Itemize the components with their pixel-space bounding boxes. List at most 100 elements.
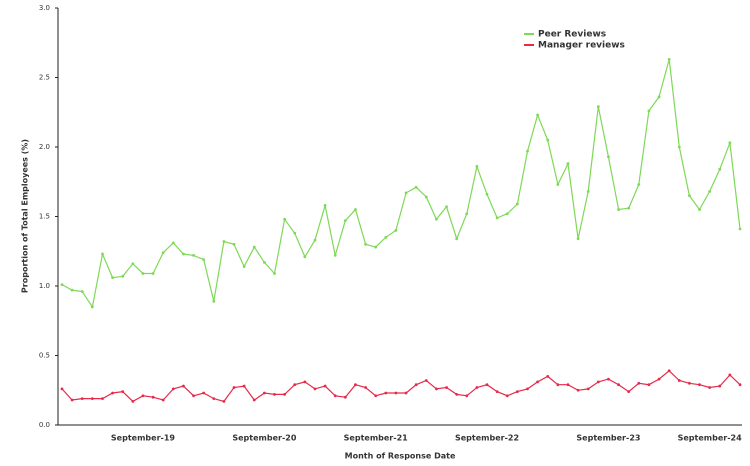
point: [343, 219, 347, 223]
point: [293, 231, 297, 235]
point: [667, 369, 671, 373]
point: [313, 387, 317, 391]
y-tick-label: 3.0: [39, 4, 50, 12]
point: [141, 394, 145, 398]
point: [728, 141, 732, 145]
point: [70, 288, 74, 292]
y-tick-label: 2.5: [39, 74, 50, 82]
x-tick-label: September-19: [111, 434, 175, 443]
y-tick-label: 0.5: [39, 352, 50, 360]
y-tick-label: 1.5: [39, 213, 50, 221]
point: [242, 384, 246, 388]
legend-label: Manager reviews: [538, 41, 625, 51]
point: [80, 290, 84, 293]
point: [404, 191, 408, 195]
point: [465, 212, 469, 216]
point: [596, 105, 600, 109]
point: [485, 383, 489, 387]
point: [596, 380, 600, 384]
point: [718, 167, 722, 171]
point: [273, 393, 276, 396]
point: [283, 393, 287, 396]
point: [384, 391, 388, 395]
point: [607, 377, 610, 381]
point: [475, 386, 479, 389]
point: [101, 252, 104, 256]
point: [384, 235, 388, 239]
point: [435, 387, 438, 391]
point: [515, 390, 519, 394]
y-axis-title: Proportion of Total Employees (%): [21, 139, 30, 293]
point: [252, 245, 256, 249]
point: [171, 241, 175, 245]
point: [485, 192, 489, 196]
point: [273, 272, 276, 275]
point: [232, 386, 236, 389]
point: [141, 272, 145, 275]
point: [313, 238, 317, 242]
point: [121, 274, 125, 278]
point: [90, 397, 94, 400]
point: [323, 384, 327, 388]
point: [576, 237, 580, 241]
point: [212, 299, 216, 303]
point: [698, 208, 701, 211]
point: [435, 217, 438, 221]
point: [505, 212, 509, 216]
point: [698, 383, 701, 387]
point: [182, 252, 185, 256]
point: [526, 149, 529, 153]
series-line: [61, 369, 741, 403]
point: [546, 138, 550, 142]
point: [111, 391, 114, 395]
point: [627, 206, 631, 210]
x-tick-label: September-21: [344, 434, 408, 443]
point: [101, 397, 104, 400]
point: [70, 398, 74, 402]
point: [515, 202, 519, 206]
point: [252, 398, 256, 402]
point: [657, 95, 661, 99]
point: [303, 380, 307, 384]
point: [637, 183, 641, 186]
point: [677, 379, 681, 382]
point: [131, 262, 135, 266]
point: [708, 190, 712, 193]
point: [151, 272, 155, 275]
point: [688, 194, 691, 198]
point: [465, 394, 469, 398]
point: [576, 388, 580, 392]
point: [586, 387, 590, 391]
point: [586, 190, 590, 193]
point: [354, 383, 357, 387]
point: [161, 251, 165, 255]
point: [161, 398, 165, 402]
point: [617, 383, 620, 387]
point: [738, 227, 742, 231]
point: [354, 208, 357, 211]
point: [212, 397, 216, 400]
point: [182, 384, 185, 388]
point: [445, 386, 448, 389]
x-tick-label: September-22: [455, 434, 519, 443]
point: [667, 58, 671, 61]
point: [222, 240, 226, 243]
point: [404, 391, 408, 395]
point: [394, 229, 398, 232]
point: [718, 384, 722, 388]
point: [556, 183, 560, 186]
point: [455, 393, 459, 396]
point: [495, 216, 499, 220]
x-tick-label: September-20: [232, 434, 296, 443]
point: [293, 383, 297, 387]
series-line: [61, 59, 741, 309]
point: [536, 113, 540, 117]
point: [414, 383, 418, 387]
point: [546, 374, 550, 378]
point: [566, 383, 570, 387]
point: [455, 237, 459, 241]
point: [60, 387, 64, 391]
point: [394, 391, 398, 395]
point: [333, 394, 337, 398]
